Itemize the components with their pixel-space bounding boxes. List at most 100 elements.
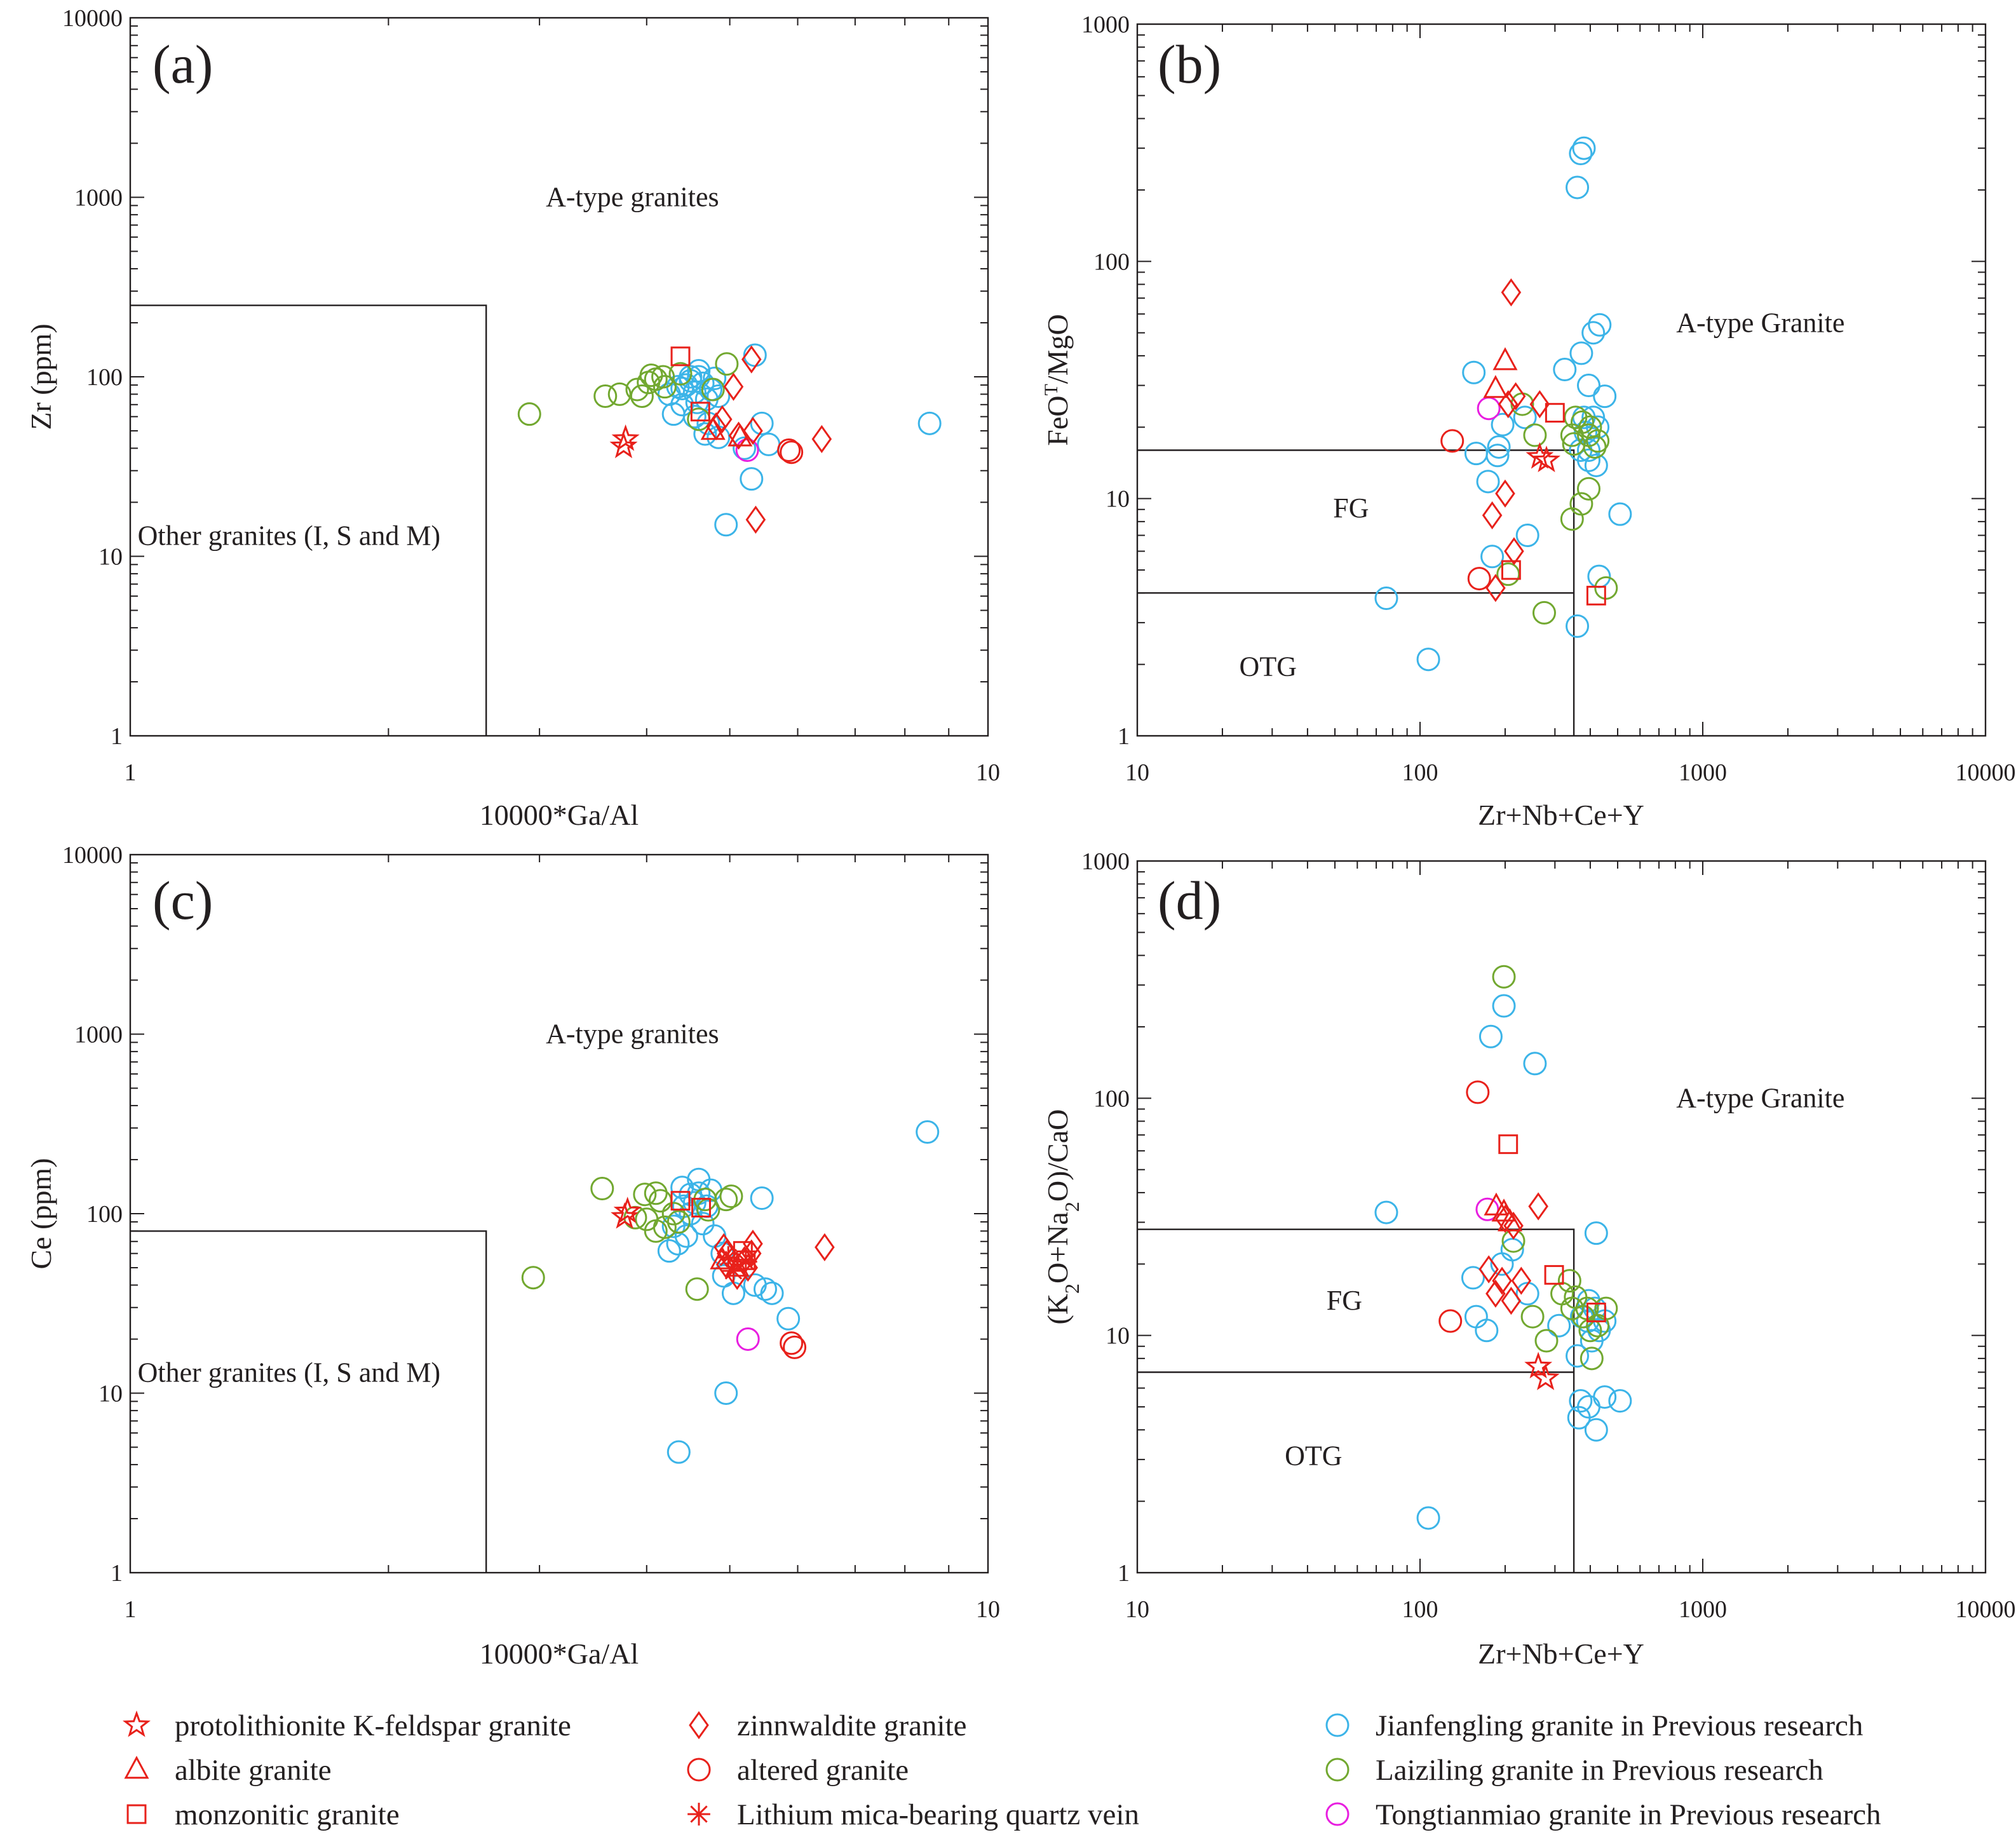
panel-c-y-tick-label: 10000	[62, 842, 123, 869]
legend-label-altered: altered granite	[737, 1754, 909, 1787]
panel-a-tick-labels: 1 10 1 10 100 1000 10000	[62, 5, 1000, 786]
panel-b-point-albite	[1492, 347, 1518, 370]
panel-b-field-label: A-type Granite	[1676, 307, 1844, 338]
panel-d-point-jianfengling	[1374, 1200, 1398, 1224]
legend-item-zinnwaldite: zinnwaldite granite	[689, 1709, 967, 1742]
panel-c-point-quartz_vein	[734, 1250, 757, 1273]
panel-c-point-laiziling	[635, 1207, 659, 1231]
legend-item-tongtianmiao: Tongtianmiao granite in Previous researc…	[1325, 1798, 1881, 1831]
panel-b-point-laiziling	[1532, 600, 1557, 625]
panel-c-y-tick-label: 1000	[74, 1022, 123, 1048]
panel-d-point-zinnwaldite	[1495, 1205, 1515, 1233]
panel-a-point-jianfengling	[707, 384, 731, 408]
panel-d-y-tick-label: 1000	[1081, 848, 1130, 875]
panel-d-point-monzonitic	[1586, 1303, 1606, 1322]
panel-a-point-zinnwaldite	[743, 416, 763, 445]
legend-marker-quartz_vein	[687, 1803, 710, 1826]
panel-a-field-boundary	[130, 304, 487, 736]
panel-c-field-boundary	[130, 1230, 487, 1573]
panel-a-point-zinnwaldite	[728, 421, 749, 450]
legend-label-quartz_vein: Lithium mica-bearing quartz vein	[737, 1798, 1139, 1831]
panel-d-x-axis-title: Zr+Nb+Ce+Y	[1478, 1637, 1644, 1670]
panel-c-x-tick-label: 1	[125, 1596, 137, 1623]
panel-d-point-zinnwaldite	[1503, 1211, 1524, 1240]
panel-c: A-type granites Other granites (I, S and …	[25, 842, 1000, 1670]
panel-d-x-tick-label: 10000	[1956, 1596, 2016, 1623]
panel-a-tag: (a)	[152, 34, 213, 95]
panel-a-point-zinnwaldite	[706, 412, 726, 441]
panel-c-point-quartz_vein	[722, 1259, 745, 1282]
panel-a-point-zinnwaldite	[811, 424, 832, 454]
panel-a-y-tick-label: 10000	[62, 5, 123, 32]
panel-a-point-laiziling	[593, 384, 618, 408]
panel-c-point-protolithionite	[611, 1202, 639, 1229]
panel-c-point-laiziling	[666, 1210, 691, 1234]
panel-a-y-tick-label: 10	[98, 544, 123, 571]
panel-a-point-laiziling	[639, 363, 663, 388]
panel-d-point-jianfengling	[1569, 1389, 1593, 1413]
panel-c-tick-labels: 1 10 1 10 100 1000 10000	[62, 842, 1000, 1623]
panel-b-point-jianfengling	[1374, 586, 1398, 611]
panel-a-point-albite	[700, 417, 726, 440]
panel-d-x-tick-label: 10	[1125, 1596, 1149, 1623]
panel-b-point-zinnwaldite	[1482, 501, 1503, 530]
panel-c-point-monzonitic	[670, 1191, 691, 1211]
panel-a-y-tick-label: 1000	[74, 185, 123, 212]
panel-b-point-laiziling	[1576, 477, 1600, 501]
panel-d-point-altered	[1438, 1309, 1463, 1333]
panel-d-point-jianfengling	[1461, 1266, 1485, 1290]
panel-c-field-label: A-type granites	[546, 1019, 719, 1050]
panel-a-point-jianfengling	[682, 405, 707, 429]
panel-b-point-jianfengling	[1553, 358, 1577, 382]
panel-c-tag: (c)	[152, 870, 213, 931]
panel-a-point-jianfengling	[917, 411, 942, 435]
panel-a-point-zinnwaldite	[745, 505, 766, 534]
panel-b-point-jianfengling	[1586, 415, 1610, 439]
panel-d-point-laiziling	[1560, 1296, 1584, 1320]
panel-d-tick-labels: 10 100 1000 10000 1 10 100 1000	[1081, 848, 2016, 1623]
panel-b-point-jianfengling	[1576, 374, 1600, 398]
panel-d-point-jianfengling	[1475, 1319, 1499, 1343]
panel-b-point-jianfengling	[1593, 384, 1617, 409]
legend-label-protolithionite: protolithionite K-feldspar granite	[175, 1709, 571, 1742]
panel-d-point-jianfengling	[1492, 994, 1516, 1018]
panel-b-point-zinnwaldite	[1504, 537, 1524, 566]
panel-a-field-label: Other granites (I, S and M)	[138, 520, 441, 551]
panel-c-point-jianfengling	[750, 1186, 774, 1210]
panel-b-point-zinnwaldite	[1505, 382, 1526, 410]
panel-b-y-axis-title: FeOT/MgO	[1041, 314, 1074, 445]
panel-b-x-tick-label: 10000	[1956, 759, 2016, 786]
panel-d-point-jianfengling	[1580, 1329, 1604, 1353]
panel-b-x-tick-label: 1000	[1679, 759, 1727, 786]
panel-b-point-laiziling	[1594, 576, 1618, 600]
panel-b-frame	[1136, 23, 1987, 737]
panel-b-point-jianfengling	[1566, 175, 1590, 200]
panel-a-marks	[517, 343, 942, 537]
panel-a-ticks	[130, 18, 988, 736]
panel-d-x-tick-label: 100	[1402, 1596, 1438, 1623]
panel-b-point-jianfengling	[1572, 136, 1596, 160]
panel-a: A-type granites Other granites (I, S and …	[25, 5, 1000, 831]
panel-a-point-laiziling	[653, 375, 677, 399]
panel-a-point-jianfengling	[687, 359, 711, 383]
panel-c-point-laiziling	[633, 1183, 657, 1207]
panel-d-point-jianfengling	[1566, 1344, 1590, 1368]
panel-d-point-jianfengling	[1416, 1506, 1440, 1530]
panel-b-point-altered	[1440, 429, 1465, 453]
panel-a-point-jianfengling	[750, 411, 774, 435]
panel-a-regions: A-type granites Other granites (I, S and …	[130, 182, 719, 736]
legend-label-jianfengling: Jianfengling granite in Previous researc…	[1376, 1709, 1863, 1742]
panel-d-point-jianfengling	[1593, 1385, 1617, 1409]
panel-b-point-jianfengling	[1491, 412, 1515, 437]
panel-d-point-jianfengling	[1567, 1406, 1591, 1430]
panel-c-ticks	[130, 855, 988, 1573]
panel-b-marks	[1374, 136, 1632, 672]
panel-d-point-jianfengling	[1608, 1389, 1632, 1413]
panel-a-point-altered	[777, 438, 801, 463]
legend-marker-albite	[124, 1756, 149, 1779]
panel-c-point-jianfengling	[666, 1440, 691, 1464]
panel-b-point-jianfengling	[1566, 614, 1590, 638]
panel-c-x-tick-label: 10	[976, 1596, 1000, 1623]
panel-b-point-jianfengling	[1487, 435, 1511, 459]
panel-a-point-monzonitic	[690, 402, 710, 422]
